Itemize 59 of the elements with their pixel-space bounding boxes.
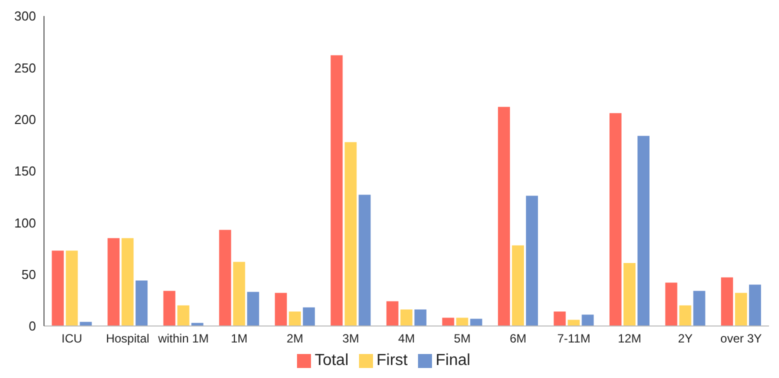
bar — [330, 55, 343, 326]
x-tick-label: 6M — [510, 332, 526, 346]
bar — [400, 309, 412, 326]
x-tick-label: 5M — [454, 332, 471, 346]
y-tick-label: 0 — [28, 318, 36, 334]
bar — [442, 318, 454, 326]
bar — [344, 142, 357, 326]
bar — [108, 238, 120, 326]
x-tick-label: Hospital — [106, 332, 150, 346]
legend-label: Total — [314, 352, 348, 369]
x-tick-label: 1M — [230, 332, 248, 346]
bar — [470, 318, 482, 326]
y-tick-label: 300 — [14, 8, 36, 24]
bar — [386, 301, 398, 326]
bar — [526, 196, 538, 326]
x-tick-label: 4M — [398, 332, 415, 346]
x-tick-label: 2Y — [678, 332, 693, 346]
bar — [582, 314, 594, 326]
bar — [679, 305, 692, 326]
bar — [721, 277, 734, 326]
y-tick-label: 200 — [14, 112, 36, 127]
bar — [163, 290, 176, 326]
x-tick-label: ICU — [62, 332, 82, 346]
y-tick-label: 100 — [14, 215, 36, 230]
bar — [749, 284, 762, 326]
bar — [302, 307, 315, 326]
y-tick-label: 150 — [14, 164, 36, 179]
bar — [638, 136, 650, 326]
bar — [66, 250, 78, 326]
bar — [554, 312, 566, 326]
bar — [177, 305, 190, 326]
x-tick-label: 7-11M — [557, 332, 590, 346]
bar — [693, 290, 706, 326]
x-tick-label: 12M — [618, 332, 642, 346]
y-tick-label: 250 — [14, 60, 36, 76]
x-tick-label: 2M — [286, 332, 304, 346]
bar — [358, 194, 371, 326]
x-tick-label: within 1M — [157, 332, 209, 346]
bar — [233, 262, 246, 326]
bar — [247, 292, 260, 326]
bar — [122, 238, 134, 326]
bar — [219, 230, 232, 326]
bar — [624, 262, 636, 326]
bar — [414, 309, 426, 326]
x-tick-label: over 3Y — [720, 332, 762, 346]
x-tick-label: 3M — [342, 332, 360, 346]
legend-label: Final — [436, 352, 470, 369]
bar — [665, 282, 678, 326]
bar — [456, 318, 468, 326]
bar — [610, 113, 622, 326]
bar — [136, 280, 148, 326]
legend-label: First — [376, 352, 408, 369]
y-tick-label: 50 — [22, 266, 36, 282]
bar — [512, 245, 524, 326]
bar — [735, 292, 748, 326]
bar — [52, 250, 64, 326]
bar — [274, 292, 287, 326]
bar — [498, 106, 510, 326]
bar — [288, 312, 301, 326]
